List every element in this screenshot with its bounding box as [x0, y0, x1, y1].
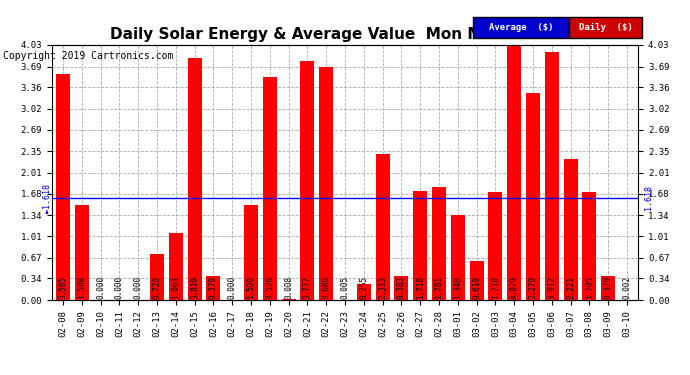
Bar [413, 191, 427, 300]
Text: 3.278: 3.278 [529, 276, 538, 299]
Bar [169, 233, 183, 300]
Bar [188, 58, 201, 300]
Text: 2.221: 2.221 [566, 276, 575, 299]
Text: 0.000: 0.000 [96, 276, 105, 299]
Text: 0.008: 0.008 [284, 276, 293, 299]
Text: 0.002: 0.002 [622, 276, 631, 299]
Bar [56, 74, 70, 300]
Text: 3.819: 3.819 [190, 276, 199, 299]
Text: 1.340: 1.340 [453, 276, 462, 299]
Text: 1.618: 1.618 [644, 185, 653, 210]
Text: 3.912: 3.912 [547, 276, 556, 299]
Bar [75, 205, 89, 300]
Bar [469, 261, 484, 300]
Text: 4.029: 4.029 [510, 276, 519, 299]
Bar [507, 45, 521, 300]
Text: Average  ($): Average ($) [489, 22, 553, 32]
Bar [263, 77, 277, 300]
Bar [544, 53, 559, 300]
Text: 0.000: 0.000 [115, 276, 124, 299]
Text: 1.500: 1.500 [246, 276, 255, 299]
Text: 0.378: 0.378 [209, 276, 218, 299]
Bar [206, 276, 221, 300]
Text: 3.686: 3.686 [322, 276, 331, 299]
Text: 0.255: 0.255 [359, 276, 368, 299]
Text: 3.565: 3.565 [59, 276, 68, 299]
Text: 0.383: 0.383 [397, 276, 406, 299]
Bar [489, 192, 502, 300]
Text: 0.619: 0.619 [472, 276, 481, 299]
Bar [300, 61, 315, 300]
Text: 0.379: 0.379 [604, 276, 613, 299]
Text: 0.005: 0.005 [340, 276, 350, 299]
Title: Daily Solar Energy & Average Value  Mon Mar 11 18:57: Daily Solar Energy & Average Value Mon M… [110, 27, 580, 42]
Bar [357, 284, 371, 300]
Text: 2.313: 2.313 [378, 276, 387, 299]
Text: ►1.618: ►1.618 [43, 183, 52, 213]
Text: 0.000: 0.000 [228, 276, 237, 299]
Bar [601, 276, 615, 300]
Text: 1.718: 1.718 [415, 276, 424, 299]
Text: 1.710: 1.710 [491, 276, 500, 299]
Text: 0.728: 0.728 [152, 276, 161, 299]
Bar [582, 192, 596, 300]
Bar [244, 205, 258, 300]
Text: 1.508: 1.508 [77, 276, 86, 299]
Bar [319, 67, 333, 300]
Bar [432, 187, 446, 300]
Text: 3.526: 3.526 [266, 276, 275, 299]
Bar [451, 215, 465, 300]
Bar [395, 276, 408, 300]
Bar [564, 159, 578, 300]
Text: 3.777: 3.777 [303, 276, 312, 299]
Text: 1.781: 1.781 [435, 276, 444, 299]
Text: 1.063: 1.063 [171, 276, 180, 299]
Text: 1.705: 1.705 [585, 276, 594, 299]
Text: Daily  ($): Daily ($) [579, 22, 632, 32]
Text: 0.000: 0.000 [134, 276, 143, 299]
Bar [150, 254, 164, 300]
Bar [375, 154, 390, 300]
Bar [526, 93, 540, 300]
Text: Copyright 2019 Cartronics.com: Copyright 2019 Cartronics.com [3, 51, 174, 61]
